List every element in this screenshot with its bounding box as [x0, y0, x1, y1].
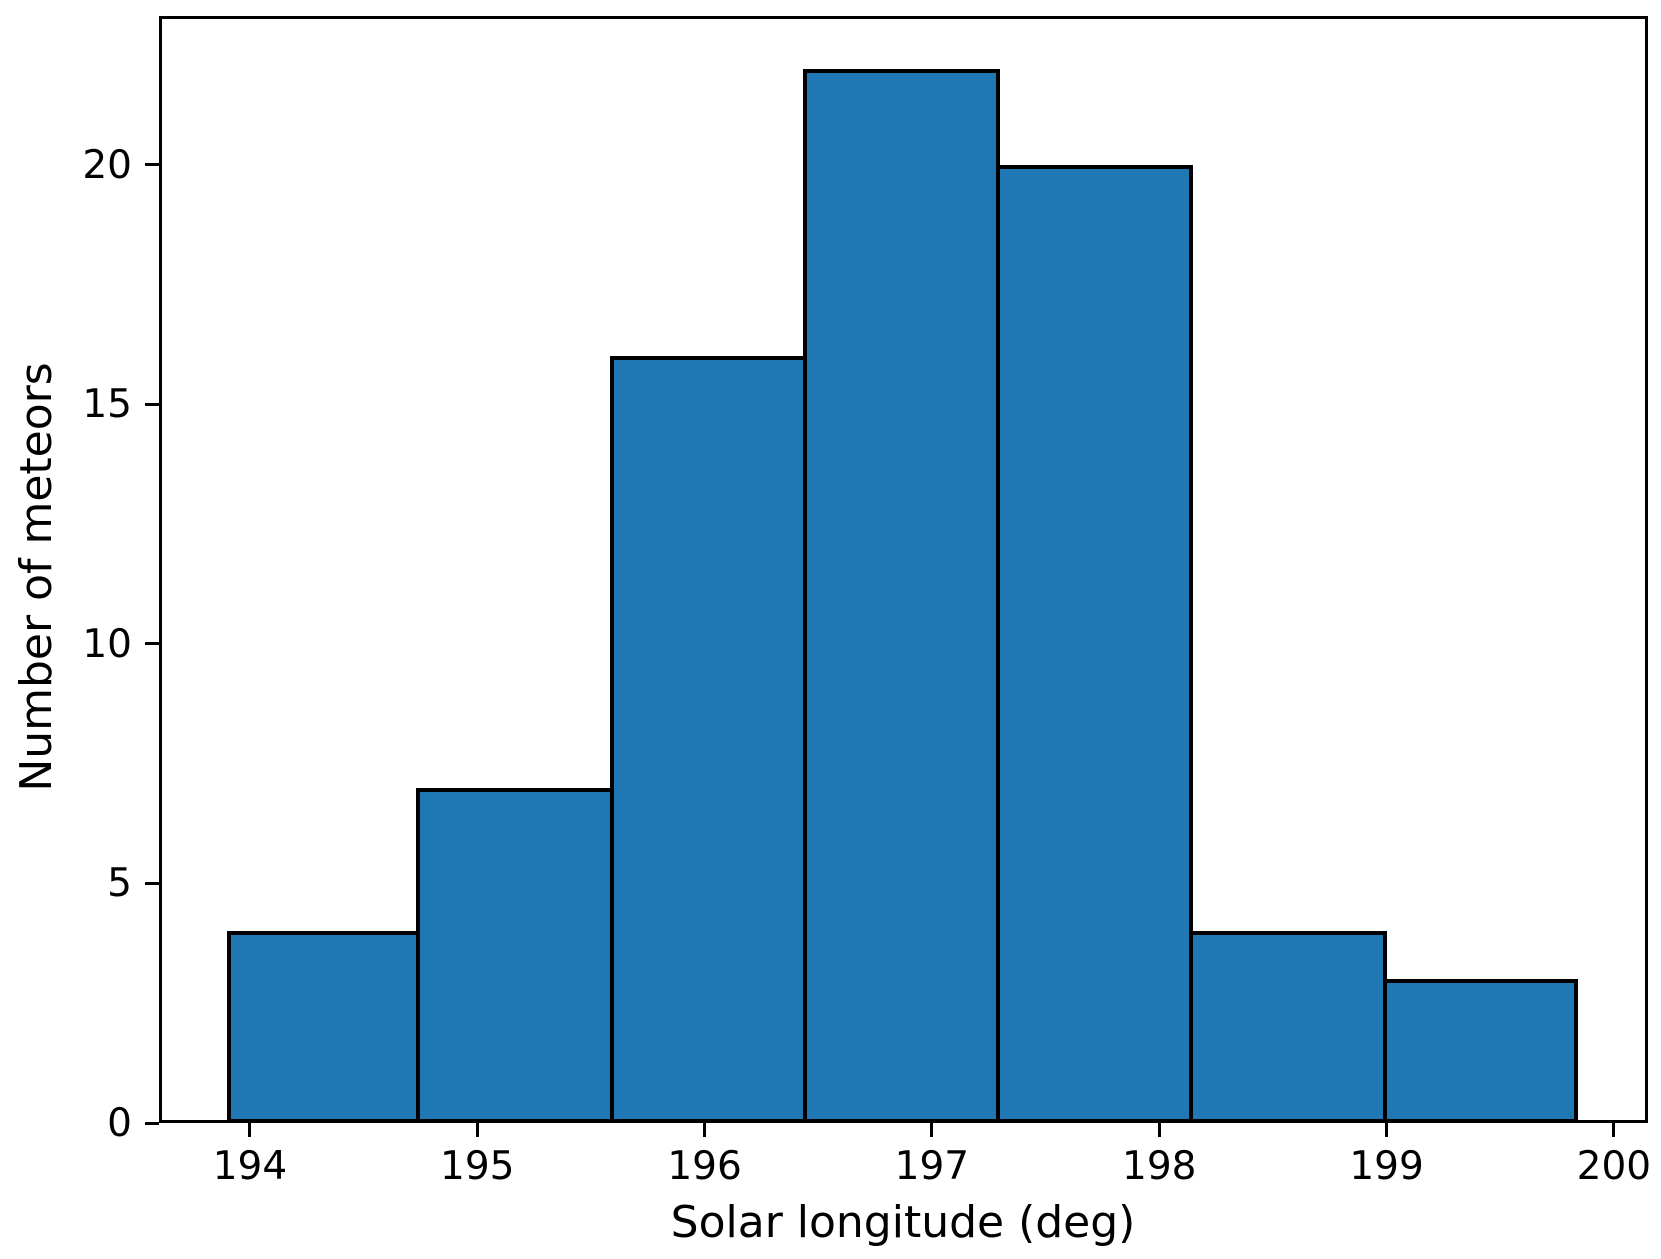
y-tick-mark: [145, 163, 159, 167]
x-tick-mark: [1612, 1123, 1616, 1137]
x-tick-label: 194: [212, 1144, 288, 1189]
histogram-bar: [416, 787, 614, 1123]
x-tick-mark: [1385, 1123, 1389, 1137]
y-tick-mark: [145, 1121, 159, 1125]
x-tick-mark: [930, 1123, 934, 1137]
x-tick-label: 199: [1349, 1144, 1424, 1189]
x-axis-label: Solar longitude (deg): [670, 1197, 1136, 1248]
y-tick-mark: [145, 642, 159, 646]
x-tick-label: 196: [667, 1144, 742, 1189]
y-tick-label: 15: [82, 382, 132, 428]
x-tick-mark: [475, 1123, 479, 1137]
y-tick-mark: [145, 402, 159, 406]
y-tick-label: 0: [107, 1101, 132, 1146]
y-tick-label: 20: [82, 142, 132, 188]
y-tick-label: 10: [82, 621, 132, 667]
histogram-bar: [1382, 979, 1578, 1123]
x-tick-label: 197: [894, 1144, 970, 1189]
y-axis-label: Number of meteors: [11, 362, 62, 792]
histogram-bar: [227, 931, 421, 1123]
x-tick-mark: [1157, 1123, 1161, 1137]
x-tick-label: 198: [1122, 1144, 1197, 1189]
x-tick-mark: [703, 1123, 707, 1137]
plot-frame: [159, 16, 1648, 1123]
histogram-bar: [996, 164, 1194, 1123]
x-tick-label: 195: [440, 1144, 515, 1189]
histogram-bar: [1189, 931, 1387, 1123]
x-tick-label: 200: [1576, 1144, 1652, 1189]
y-tick-label: 5: [107, 861, 132, 907]
y-tick-mark: [145, 881, 159, 885]
x-tick-mark: [248, 1123, 252, 1137]
